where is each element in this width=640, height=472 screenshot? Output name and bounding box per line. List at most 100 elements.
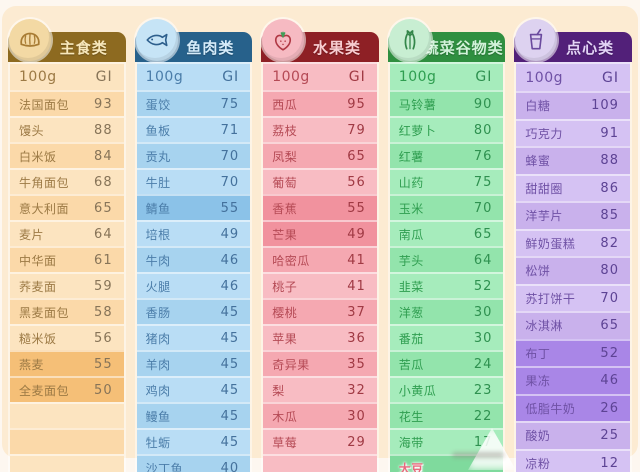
- gi-column-header: GI: [348, 69, 366, 85]
- food-label: 黑麦面包: [19, 305, 70, 320]
- category-column: 蔬菜谷物类 100g GI 马铃薯 90 红萝卜 80 红薯 76 山药 75 玉米 70 南瓜 65…: [387, 8, 506, 472]
- table-row: 木瓜 30: [263, 402, 377, 428]
- food-label: 羊肉: [145, 357, 171, 372]
- gi-value: 26: [600, 400, 619, 416]
- gi-value: 55: [347, 200, 366, 216]
- food-label: 火腿: [145, 279, 171, 294]
- food-label: 芒果: [272, 227, 298, 242]
- gi-table: 100g GI 蛋饺 75 鱼板 71 贡丸 70 牛肚 70 鲭鱼 55 培根 49 牛肉 46 火腿 46…: [134, 62, 253, 472]
- gi-value: 71: [220, 122, 240, 138]
- food-label: 意大利面: [19, 201, 70, 216]
- gi-value: 65: [347, 148, 366, 164]
- table-header-row: 100g GI: [263, 62, 377, 90]
- category-header: 点心类: [514, 19, 632, 62]
- table-row: 全麦面包 50: [10, 376, 124, 402]
- table-row: 贡丸 70: [136, 142, 251, 168]
- gi-value: 30: [473, 304, 493, 320]
- table-row: 火腿 46: [136, 272, 251, 298]
- gi-value: 45: [220, 356, 240, 372]
- gi-value: 70: [220, 174, 240, 190]
- food-label: 贡丸: [145, 149, 171, 164]
- gi-value: 40: [220, 460, 240, 472]
- fish-icon: [144, 27, 170, 53]
- gi-value: 29: [347, 434, 366, 450]
- table-row: 低脂牛奶 26: [516, 393, 630, 421]
- food-label: 韭菜: [398, 279, 424, 294]
- weight-column-header: 100g: [145, 69, 184, 85]
- food-label: 西瓜: [272, 97, 298, 112]
- table-row: 蜂蜜 88: [516, 146, 630, 174]
- table-row: 芋头 64: [389, 246, 504, 272]
- table-row: 鱼板 71: [136, 116, 251, 142]
- food-label: 糙米饭: [19, 331, 57, 346]
- food-label: 白糖: [525, 99, 551, 114]
- weight-column-header: 100g: [525, 69, 563, 86]
- food-label: 松饼: [525, 264, 551, 279]
- gi-value: 82: [600, 235, 619, 251]
- gi-value: 61: [94, 252, 113, 268]
- food-label: 香肠: [145, 305, 171, 320]
- empty-row: [10, 454, 124, 472]
- food-label: 牛肉: [145, 253, 171, 268]
- gi-value: 46: [220, 252, 240, 268]
- gi-value: 80: [473, 122, 493, 138]
- food-label: 鳗鱼: [145, 409, 171, 424]
- food-label: 培根: [145, 227, 171, 242]
- gi-table: 100g GI 白糖 109 巧克力 91 蜂蜜 88 甜甜圈 86 洋芋片 85 鲜奶蛋糕 82 松饼…: [514, 62, 632, 472]
- category-header: 鱼肉类: [134, 19, 253, 62]
- table-row: 牛肉 46: [136, 246, 251, 272]
- gi-value: 84: [94, 148, 113, 164]
- food-label: 巧克力: [525, 126, 563, 141]
- gi-value: 56: [347, 174, 366, 190]
- food-label: 樱桃: [272, 305, 298, 320]
- table-row: 苹果 36: [263, 324, 377, 350]
- gi-table: 100g GI 法国面包 93 馒头 88 白米饭 84 牛角面包 68 意大利面 65 麦片 64 中…: [8, 62, 126, 472]
- food-label: 洋芋片: [525, 209, 563, 224]
- table-row: 红萝卜 80: [389, 116, 504, 142]
- gi-value: 41: [347, 252, 366, 268]
- food-label: 梨: [272, 383, 285, 398]
- bread-icon: [17, 27, 43, 53]
- table-row: 培根 49: [136, 220, 251, 246]
- category-title: 水果类: [312, 38, 361, 57]
- gi-value: 49: [347, 226, 366, 242]
- table-row: 羊肉 45: [136, 350, 251, 376]
- gi-value: 30: [473, 330, 493, 346]
- table-row: 燕麦 55: [10, 350, 124, 376]
- food-label: 鸡肉: [145, 383, 171, 398]
- food-label: 蛋饺: [145, 97, 171, 112]
- food-label: 馒头: [19, 123, 45, 138]
- table-row: 草莓 29: [263, 428, 377, 454]
- food-label: 猪肉: [145, 331, 171, 346]
- weight-column-header: 100g: [272, 69, 310, 85]
- category-header: 蔬菜谷物类: [387, 19, 506, 62]
- food-label: 小黄瓜: [398, 383, 437, 398]
- gi-value: 24: [473, 356, 493, 372]
- gi-value: 45: [220, 382, 240, 398]
- table-row: 鳗鱼 45: [136, 402, 251, 428]
- category-column: 主食类 100g GI 法国面包 93 馒头 88 白米饭 84 牛角面包 68 意大利面 65 麦…: [8, 8, 126, 472]
- table-row: 白糖 109: [516, 91, 630, 119]
- gi-value: 64: [94, 226, 113, 242]
- table-row: 果冻 46: [516, 366, 630, 394]
- weight-column-header: 100g: [398, 69, 437, 85]
- gi-value: 41: [347, 278, 366, 294]
- food-label: 蜂蜜: [525, 154, 551, 169]
- gi-column-header: GI: [222, 69, 240, 85]
- table-row: 番茄 30: [389, 324, 504, 350]
- food-label: 桃子: [272, 279, 298, 294]
- category-column: 点心类 100g GI 白糖 109 巧克力 91 蜂蜜 88 甜甜圈 86 洋芋片 85 鲜奶蛋糕…: [514, 8, 632, 472]
- table-row: 哈密瓜 41: [263, 246, 377, 272]
- gi-value: 36: [347, 330, 366, 346]
- table-row: 巧克力 91: [516, 118, 630, 146]
- food-label: 鱼板: [145, 123, 171, 138]
- gi-value: 58: [94, 304, 113, 320]
- food-label: 草莓: [272, 435, 298, 450]
- food-label: 玉米: [398, 201, 424, 216]
- table-row: 苦瓜 24: [389, 350, 504, 376]
- table-header-row: 100g GI: [389, 62, 504, 90]
- food-label: 凉粉: [525, 456, 551, 471]
- food-label: 沙丁鱼: [145, 461, 184, 472]
- gi-table: 100g GI 马铃薯 90 红萝卜 80 红薯 76 山药 75 玉米 70 南瓜 65 芋头 64 韭菜…: [387, 62, 506, 472]
